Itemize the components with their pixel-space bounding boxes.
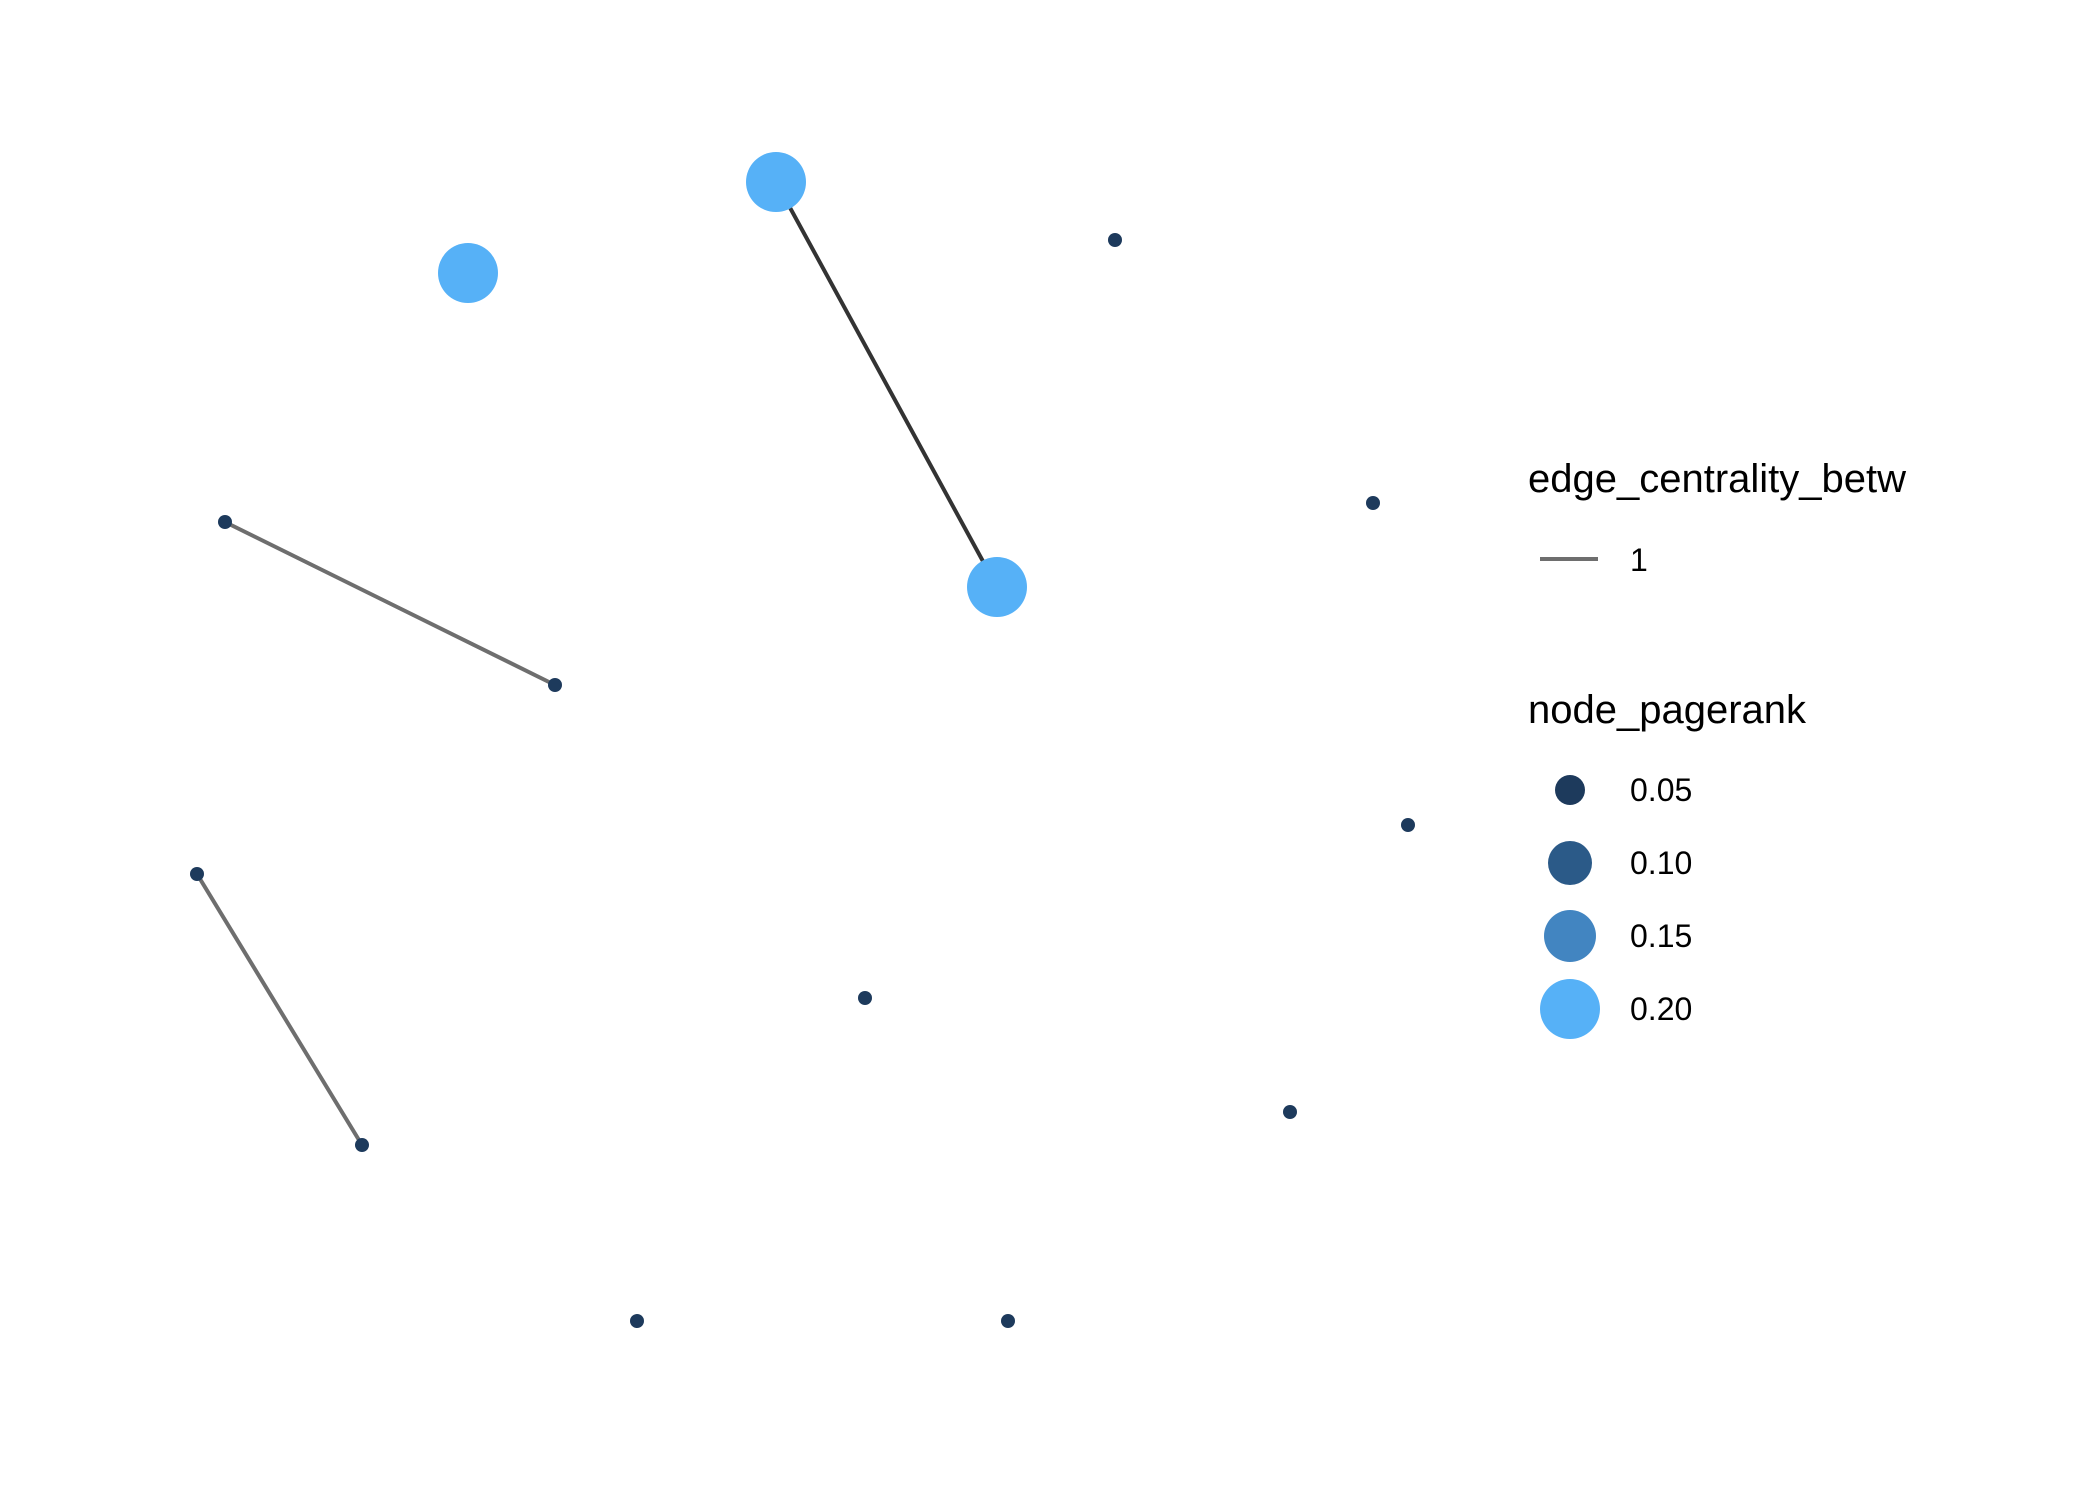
graph-edge [774, 181, 999, 588]
node-legend-swatch [1555, 775, 1585, 805]
graph-node [1283, 1105, 1297, 1119]
node-legend-swatch [1548, 841, 1592, 885]
graph-node [548, 678, 562, 692]
graph-node [1366, 496, 1380, 510]
graph-node [1401, 818, 1415, 832]
graph-node [858, 991, 872, 1005]
graph-node [438, 243, 498, 303]
graph-node [190, 867, 204, 881]
legend: edge_centrality_betw 1 node_pagerank 0.0… [1528, 457, 1906, 1039]
node-legend-label: 0.05 [1630, 772, 1692, 808]
edge-layer [195, 181, 999, 1147]
node-legend-title: node_pagerank [1528, 688, 1807, 732]
edge-legend-label: 1 [1630, 542, 1648, 578]
graph-node [355, 1138, 369, 1152]
edge-legend-title: edge_centrality_betw [1528, 457, 1906, 501]
node-legend-label: 0.15 [1630, 918, 1692, 954]
node-legend-swatch [1544, 910, 1596, 962]
node-legend-label: 0.20 [1630, 991, 1692, 1027]
graph-node [967, 557, 1027, 617]
graph-node [218, 515, 232, 529]
graph-node [630, 1314, 644, 1328]
graph-node [1001, 1314, 1015, 1328]
graph-edge [195, 872, 364, 1147]
graph-node [1108, 233, 1122, 247]
graph-node [746, 152, 806, 212]
node-layer [190, 152, 1415, 1328]
node-legend-swatch [1540, 979, 1600, 1039]
graph-edge [224, 520, 556, 687]
node-legend-label: 0.10 [1630, 845, 1692, 881]
